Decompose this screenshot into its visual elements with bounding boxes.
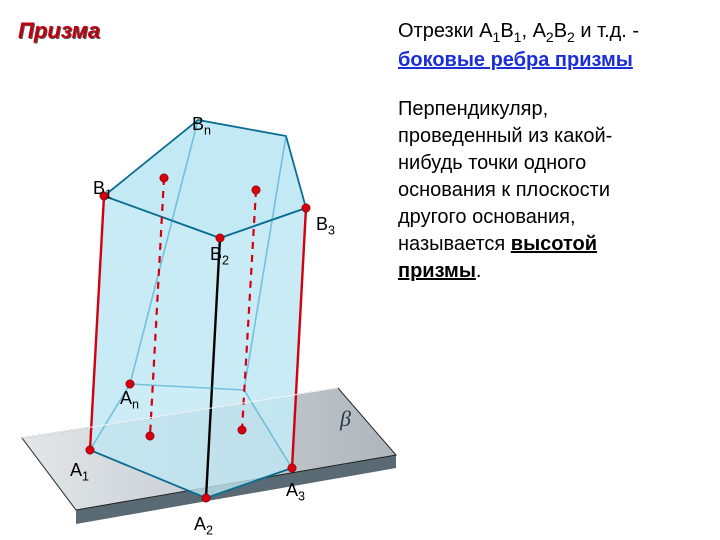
definition-lateral-edges: Отрезки А1В1, А2В2 и т.д. -боковые ребра… <box>398 18 708 74</box>
svg-text:β: β <box>339 406 351 431</box>
vertex-label-a3: А3 <box>286 480 305 504</box>
vertex-label-b2: В2 <box>210 244 229 268</box>
vertex-label-bn: Вn <box>192 114 211 138</box>
vertex-label-an: Аn <box>120 388 139 412</box>
definition-height: Перпендикуляр,проведенный из какой-нибуд… <box>398 96 708 285</box>
vertex-label-b1: В1 <box>93 178 112 202</box>
vertex-label-b3: В3 <box>316 214 335 238</box>
vertex-label-a1: А1 <box>70 460 89 484</box>
slide-title: Призма <box>18 18 100 44</box>
vertex-label-a2: А2 <box>194 514 213 538</box>
